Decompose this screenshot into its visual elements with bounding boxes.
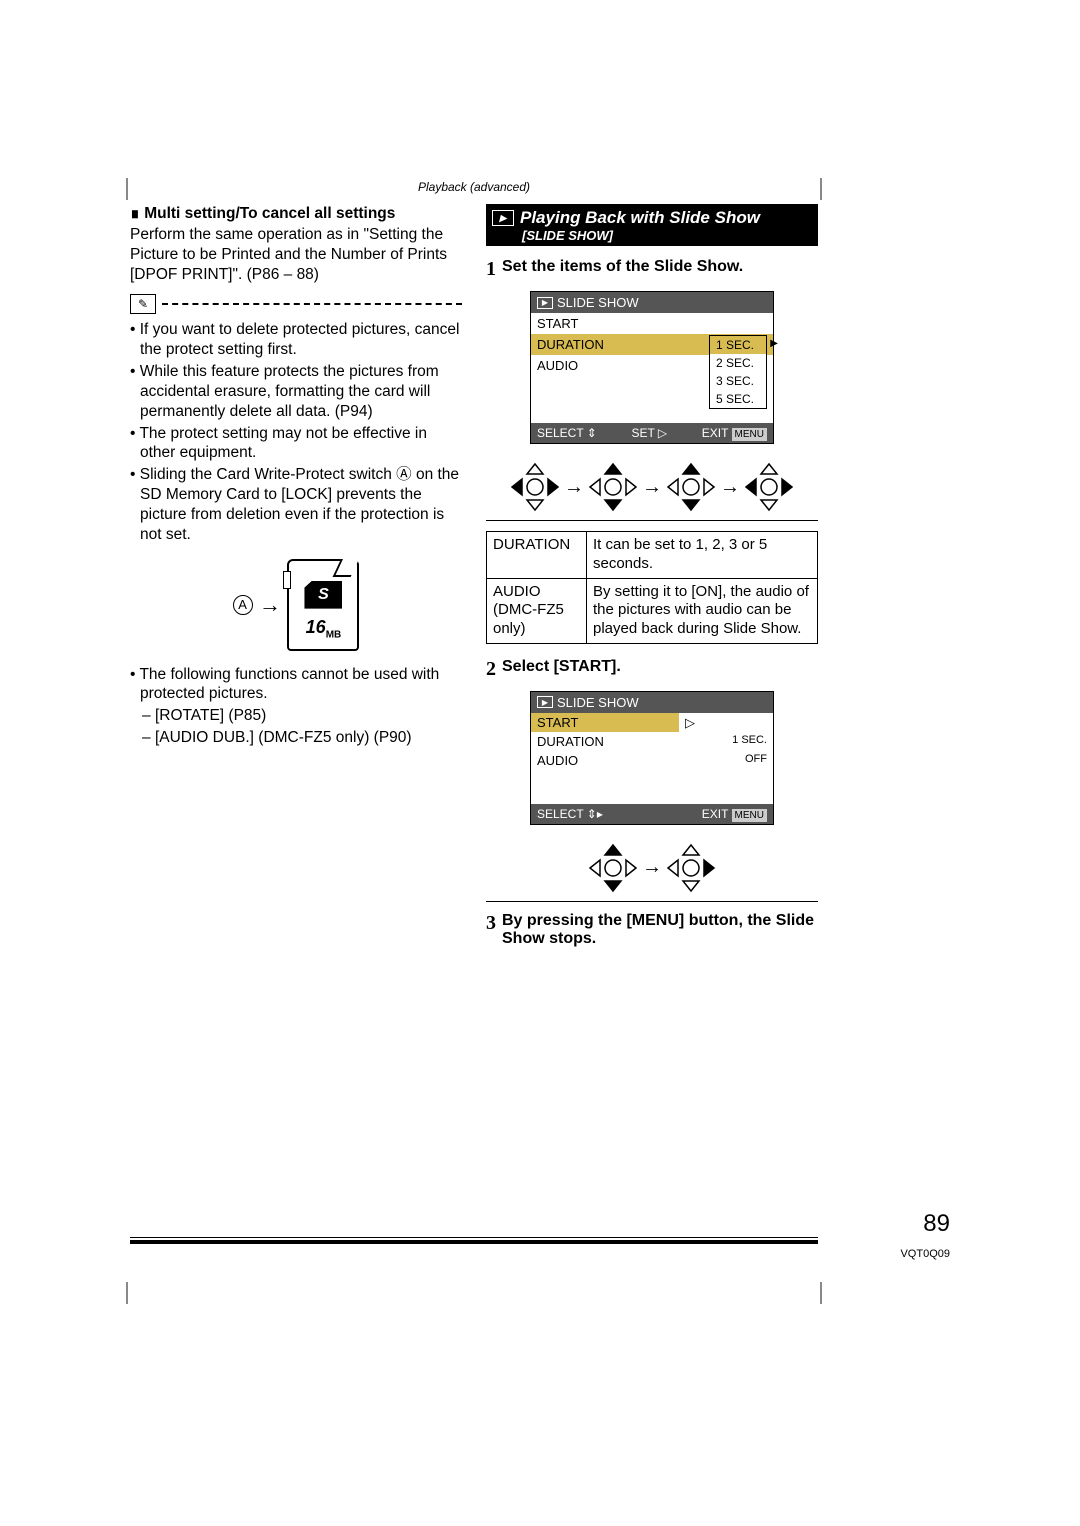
list-item: [ROTATE] (P85) [142,706,462,726]
list-item: While this feature protects the pictures… [130,362,462,421]
arrow-right-icon: → [259,592,281,618]
page-content: Playback (advanced) ∎ Multi setting/To c… [130,180,818,958]
callout-a: A [233,595,253,615]
dpad-icon [666,843,716,893]
lcd-footer: SELECT ⇕▸ EXIT MENU [531,804,773,824]
dpad-icon [588,843,638,893]
sub-list: [ROTATE] (P85) [AUDIO DUB.] (DMC-FZ5 onl… [130,706,462,748]
right-column: ▶ Playing Back with Slide Show [SLIDE SH… [486,204,818,958]
footer-rule [130,1240,818,1244]
document-code: VQT0Q09 [900,1248,950,1260]
popup-item: 3 SEC. [710,372,766,390]
menu-chip: MENU [732,809,767,822]
step-2: 2 Select [START]. [486,658,818,681]
arrow-right-icon: → [642,856,662,879]
lcd-screen-1: ▶ SLIDE SHOW START DURATION AUDIO 1 SEC. [530,291,774,444]
bullet-list: If you want to delete protected pictures… [130,320,462,544]
feature-title: Playing Back with Slide Show [520,208,760,228]
sd-card-icon: S 16MB [287,559,359,651]
table-row: AUDIO (DMC-FZ5 only) By setting it to [O… [487,578,818,643]
lcd-row: START [531,313,773,334]
playback-icon: ▶ [492,210,514,226]
dpad-icon [510,462,560,512]
dpad-sequence: → [486,835,818,902]
playback-icon: ▶ [537,696,553,708]
list-item: The following functions cannot be used w… [130,665,462,705]
bullet-list: The following functions cannot be used w… [130,665,462,705]
table-row: DURATION It can be set to 1, 2, 3 or 5 s… [487,532,818,579]
note-icon: ✎ [130,294,156,314]
playback-icon: ▶ [537,297,553,309]
dpad-icon [744,462,794,512]
info-table: DURATION It can be set to 1, 2, 3 or 5 s… [486,531,818,644]
list-item: The protect setting may not be effective… [130,424,462,464]
list-item: Sliding the Card Write-Protect switch Ⓐ … [130,465,462,544]
lcd-row: DURATION 1 SEC. [531,732,773,751]
dpad-icon [666,462,716,512]
arrow-right-icon: → [720,476,740,499]
step-1: 1 Set the items of the Slide Show. [486,258,818,281]
dpad-icon [588,462,638,512]
sd-card-diagram: A → S 16MB [130,559,462,651]
popup-item: 2 SEC. [710,354,766,372]
page-number: 89 [923,1210,950,1238]
popup-item: 5 SEC. [710,390,766,408]
dpad-sequence: → → → [486,454,818,521]
lcd-header: ▶ SLIDE SHOW [531,692,773,713]
popup-item-highlighted: 1 SEC. [710,336,766,354]
list-item: [AUDIO DUB.] (DMC-FZ5 only) (P90) [142,728,462,748]
breadcrumb: Playback (advanced) [130,180,818,194]
lcd-footer: SELECT ⇕ SET ▷ EXIT MENU [531,423,773,443]
menu-chip: MENU [732,428,767,441]
lcd-screen-2: ▶ SLIDE SHOW START▷ DURATION 1 SEC. AUDI… [530,691,774,825]
feature-subtitle: [SLIDE SHOW] [492,228,812,243]
lcd-row: AUDIO OFF [531,751,773,770]
lcd-header: ▶ SLIDE SHOW [531,292,773,313]
left-column: ∎ Multi setting/To cancel all settings P… [130,204,462,958]
arrow-right-icon: → [642,476,662,499]
feature-title-bar: ▶ Playing Back with Slide Show [SLIDE SH… [486,204,818,246]
note-divider: ✎ [130,294,462,314]
paragraph: Perform the same operation as in "Settin… [130,225,462,284]
list-item: If you want to delete protected pictures… [130,320,462,360]
step-3: 3 By pressing the [MENU] button, the Sli… [486,912,818,948]
section-heading: ∎ Multi setting/To cancel all settings [130,204,462,223]
lcd-popup: 1 SEC. 2 SEC. 3 SEC. 5 SEC. [709,335,767,409]
lcd-row-highlighted: START▷ [531,713,679,732]
arrow-right-icon: → [564,476,584,499]
